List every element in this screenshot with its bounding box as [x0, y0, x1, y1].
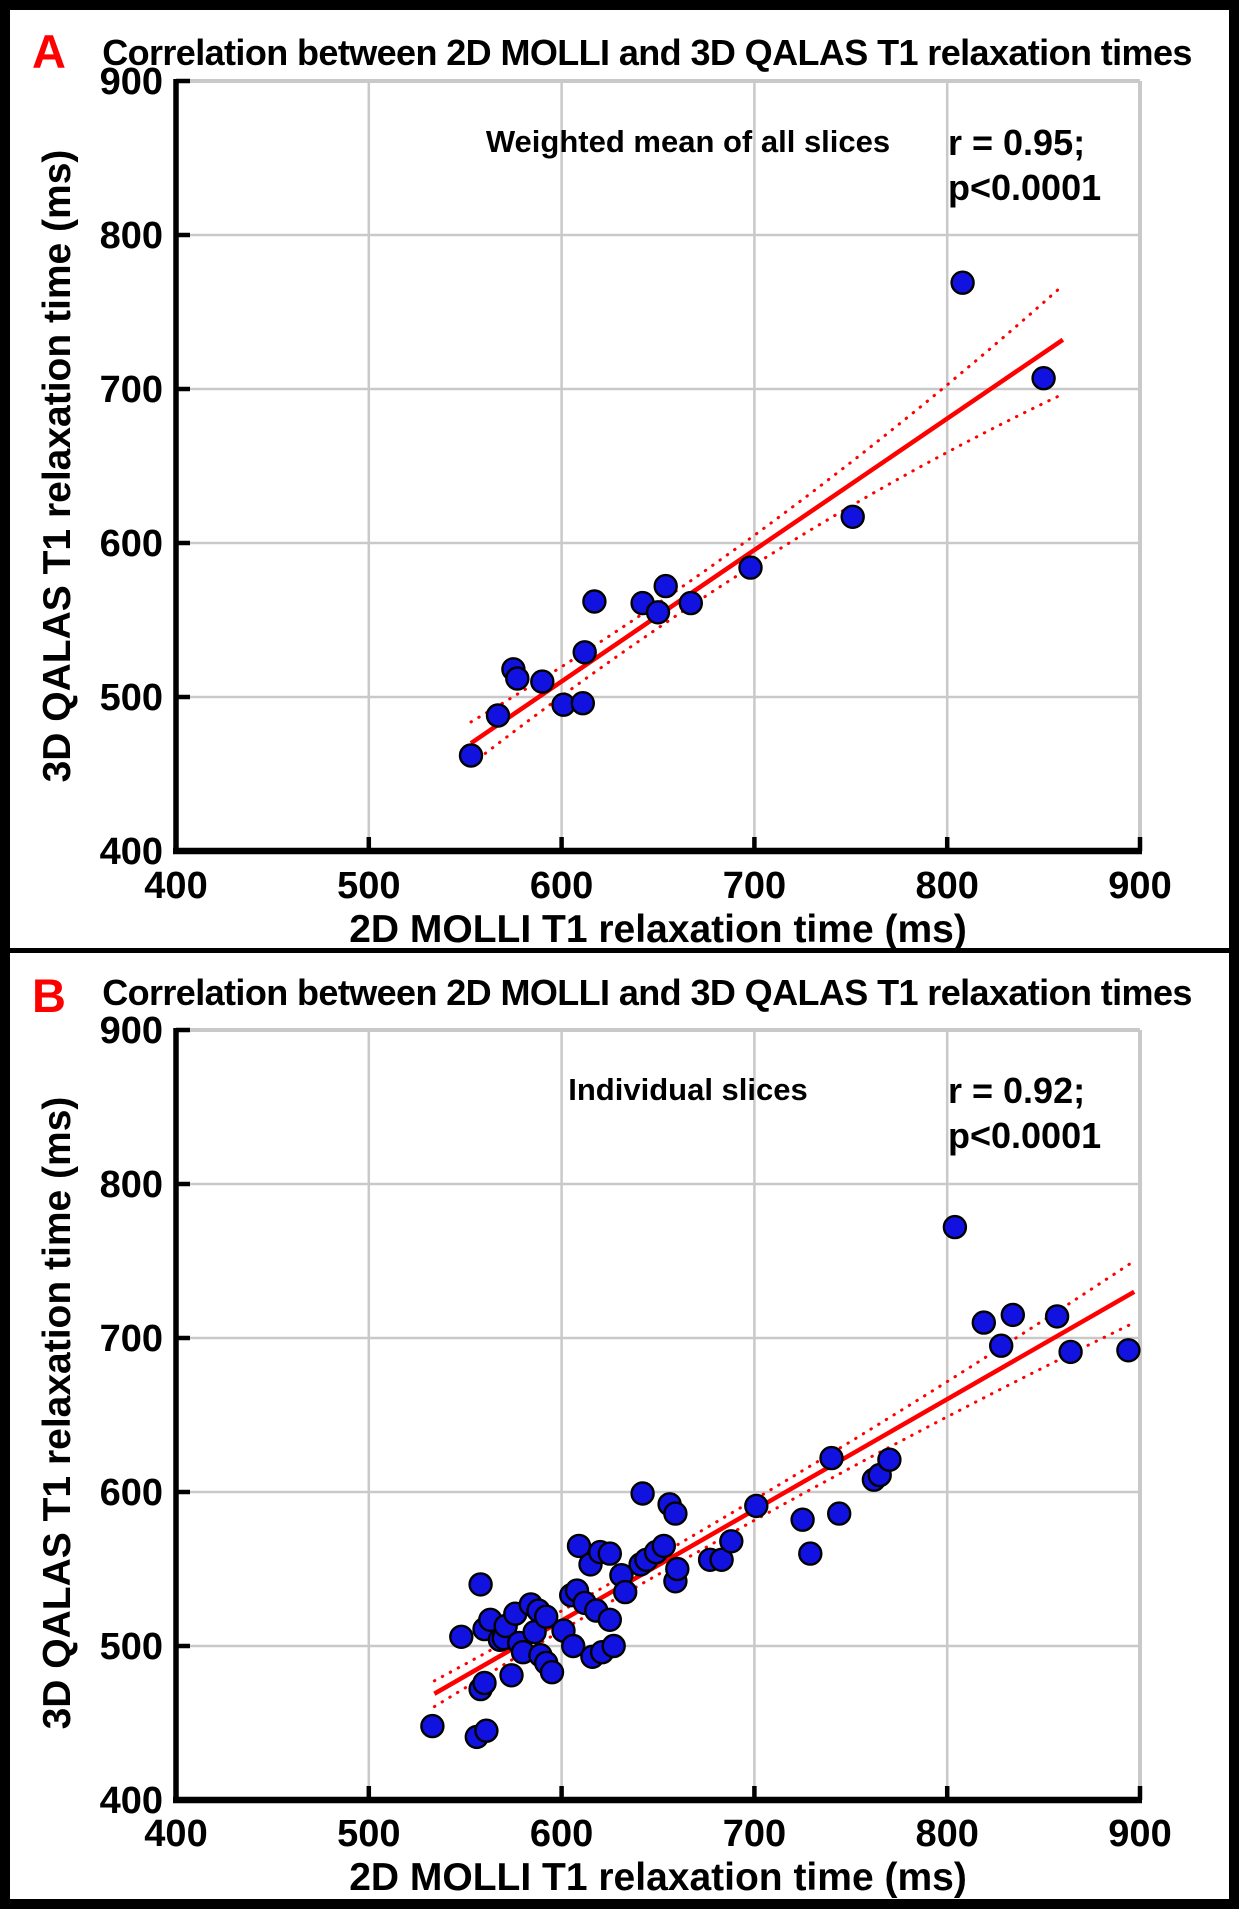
- data-point: [613, 1579, 638, 1605]
- regression-line: [469, 337, 1065, 746]
- data-point: [738, 555, 763, 580]
- data-point: [458, 743, 484, 768]
- x-tick-label: 700: [723, 865, 786, 907]
- data-point: [530, 669, 555, 694]
- data-point: [709, 1547, 734, 1573]
- data-point: [798, 1541, 823, 1566]
- x-tick-label: 800: [915, 865, 978, 907]
- data-point: [561, 1633, 586, 1659]
- y-tick-label: 400: [100, 1780, 163, 1822]
- x-tick-label: 600: [530, 1813, 593, 1855]
- panel-a-xlabel: 2D MOLLI T1 relaxation time (ms): [349, 908, 967, 951]
- panel-divider: [10, 948, 1229, 953]
- data-point: [505, 666, 530, 691]
- panel-b-r-value: r = 0.92;: [948, 1070, 1086, 1111]
- panel-b-xlabel: 2D MOLLI T1 relaxation time (ms): [349, 1856, 967, 1899]
- data-point: [420, 1713, 445, 1739]
- x-tick-label: 400: [144, 1813, 207, 1855]
- panel-a-letter: A: [32, 25, 66, 78]
- data-point: [485, 703, 511, 728]
- scatter-plot-panel-a: 400 500 600 700 800 900 400 500 600 700 800 900: [100, 61, 1172, 907]
- panel-a-stats: r = 0.95; p<0.0001: [948, 120, 1101, 210]
- panel-a-title: Correlation between 2D MOLLI and 3D QALA…: [102, 32, 1192, 73]
- data-point: [942, 1214, 968, 1240]
- data-point: [468, 1572, 493, 1597]
- panel-b-letter: B: [32, 969, 66, 1022]
- y-tick-label: 500: [100, 1626, 163, 1668]
- data-point: [582, 589, 607, 614]
- y-tick-label: 800: [100, 1164, 163, 1206]
- x-tick-label: 500: [337, 1813, 400, 1855]
- confidence-band-lower: [469, 392, 1065, 766]
- data-point: [472, 1670, 497, 1696]
- data-point: [1116, 1338, 1141, 1363]
- data-point: [1000, 1302, 1025, 1328]
- panel-a-p-value: p<0.0001: [948, 167, 1102, 208]
- x-tick-label: 700: [723, 1813, 786, 1855]
- data-point: [499, 1663, 524, 1688]
- data-point: [827, 1501, 852, 1526]
- data-point: [630, 1481, 655, 1506]
- y-tick-label: 900: [100, 61, 163, 103]
- x-tick-label: 900: [1108, 865, 1171, 907]
- data-point: [819, 1445, 844, 1471]
- panel-b-stats: r = 0.92; p<0.0001: [948, 1068, 1101, 1158]
- data-point: [570, 691, 595, 716]
- data-point: [663, 1501, 688, 1526]
- y-tick-label: 400: [100, 831, 163, 873]
- x-tick-label: 600: [530, 865, 593, 907]
- panel-b-subtitle: Individual slices: [568, 1072, 808, 1107]
- y-tick-label: 800: [100, 215, 163, 257]
- data-point: [653, 573, 678, 599]
- y-tick-label: 900: [100, 1010, 163, 1052]
- panel-b-title: Correlation between 2D MOLLI and 3D QALA…: [102, 972, 1192, 1013]
- data-point: [601, 1633, 626, 1659]
- y-tick-label: 600: [100, 1472, 163, 1514]
- data-point: [651, 1533, 676, 1559]
- data-point: [597, 1607, 622, 1633]
- data-point: [1044, 1304, 1070, 1329]
- data-point: [534, 1604, 559, 1629]
- data-point: [1031, 366, 1056, 391]
- data-point: [1058, 1339, 1083, 1365]
- panel-a-r-value: r = 0.95;: [948, 122, 1086, 163]
- panel-a-ylabel: 3D QALAS T1 relaxation time (ms): [36, 149, 79, 783]
- data-point: [989, 1333, 1014, 1358]
- data-point: [719, 1529, 744, 1554]
- panel-b-p-value: p<0.0001: [948, 1115, 1102, 1156]
- data-point: [597, 1541, 622, 1566]
- data-point: [539, 1659, 565, 1685]
- data-point: [645, 600, 671, 625]
- scatter-plot-panel-b: 400 500 600 700 800 900 400 500 600 700 800 900: [100, 1010, 1172, 1855]
- data-point: [744, 1493, 769, 1519]
- data-point: [950, 270, 975, 295]
- data-point: [474, 1718, 499, 1743]
- data-point: [840, 504, 865, 529]
- data-point: [678, 590, 703, 616]
- panel-a-subtitle: Weighted mean of all slices: [485, 124, 891, 159]
- confidence-band-lower: [432, 1321, 1136, 1709]
- panel-b-ylabel: 3D QALAS T1 relaxation time (ms): [36, 1096, 79, 1730]
- x-tick-label: 800: [915, 1813, 978, 1855]
- x-tick-label: 900: [1108, 1813, 1171, 1855]
- y-tick-label: 500: [100, 677, 163, 719]
- data-point: [572, 640, 597, 665]
- x-tick-label: 400: [144, 865, 207, 907]
- data-point: [877, 1447, 902, 1472]
- y-tick-label: 600: [100, 523, 163, 565]
- y-tick-label: 700: [100, 369, 163, 411]
- y-tick-label: 700: [100, 1318, 163, 1360]
- data-point: [665, 1556, 690, 1582]
- x-tick-label: 500: [337, 865, 400, 907]
- data-point: [449, 1624, 474, 1650]
- scatter-plots-layer: 400 500 600 700 800 900 400 500 600 700 800 900 400 5…: [100, 61, 1172, 1855]
- data-point: [971, 1310, 996, 1335]
- confidence-band-upper: [469, 283, 1065, 724]
- data-point: [790, 1507, 815, 1532]
